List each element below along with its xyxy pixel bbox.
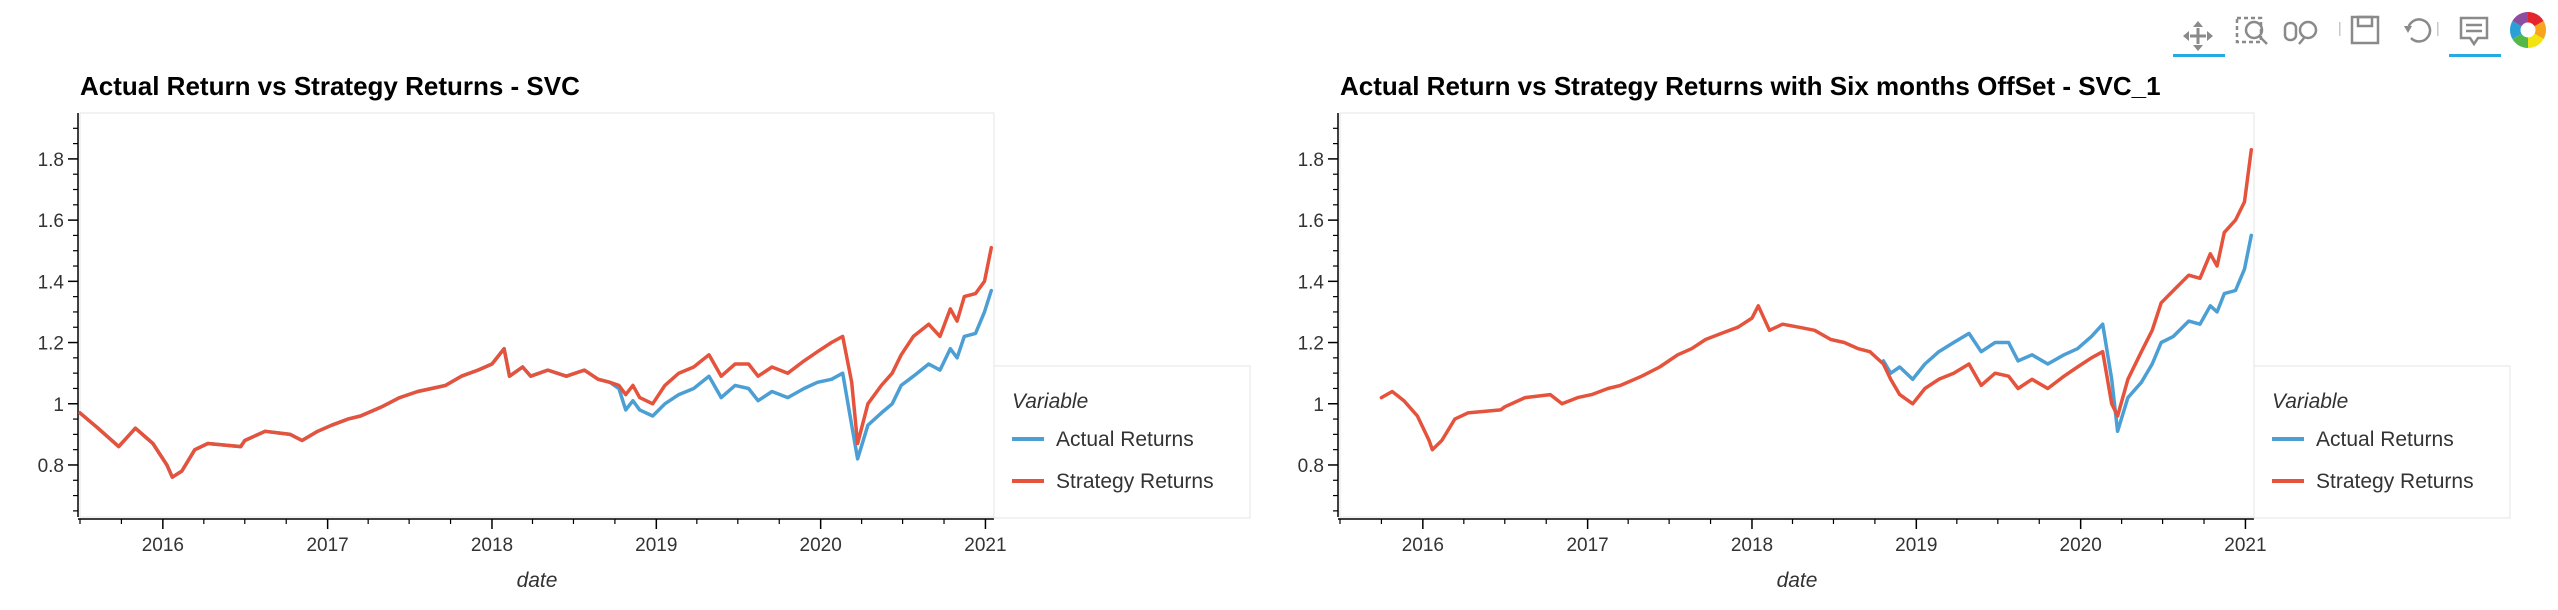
x-tick-label: 2019: [1895, 535, 1937, 556]
chart-2-legend-item-strategy[interactable]: Strategy Returns: [2272, 470, 2474, 493]
x-tick-label: 2017: [1566, 535, 1608, 556]
save-tool[interactable]: [2350, 15, 2380, 45]
chart-2-legend-label-strategy: Strategy Returns: [2316, 470, 2474, 493]
y-tick-label: 1: [53, 395, 64, 416]
toolbar-separator: [2339, 22, 2341, 36]
chart-2-x-axis: 2016 2017 2018 2019 2020 2021: [1338, 518, 2267, 556]
y-tick-label: 1.6: [1298, 211, 1324, 232]
chart-1-x-axis-label: date: [517, 569, 558, 592]
y-tick-label: 1.6: [38, 211, 64, 232]
hover-tool-active-indicator: [2449, 54, 2501, 57]
y-tick-label: 0.8: [1298, 456, 1324, 477]
chart-1-legend-item-strategy[interactable]: Strategy Returns: [1012, 470, 1214, 493]
hover-icon: [2459, 16, 2489, 47]
y-tick-label: 1.4: [1298, 272, 1325, 293]
toolbar-separator: [2437, 22, 2439, 36]
x-tick-label: 2019: [635, 535, 677, 556]
x-tick-label: 2018: [1731, 535, 1773, 556]
pan-tool-active-indicator: [2173, 54, 2225, 57]
chart-1-plot-area[interactable]: [79, 112, 995, 518]
chart-1-legend-item-actual[interactable]: Actual Returns: [1012, 428, 1194, 451]
pan-tool[interactable]: [2173, 21, 2225, 57]
chart-1-series-group: [78, 245, 994, 479]
chart-2-x-axis-label: date: [1777, 569, 1818, 592]
chart-2-plot-area[interactable]: [1339, 112, 2255, 518]
chart-1-title: Actual Return vs Strategy Returns - SVC: [80, 71, 580, 101]
y-tick-label: 1.8: [1298, 150, 1324, 171]
box-zoom-icon: [2235, 16, 2268, 45]
y-tick-label: 1.8: [38, 150, 64, 171]
x-tick-label: 2017: [306, 535, 348, 556]
series-line-strategy-returns[interactable]: [78, 245, 994, 479]
hover-tool[interactable]: [2449, 16, 2501, 57]
x-tick-label: 2020: [800, 535, 842, 556]
y-tick-label: 1.2: [38, 334, 64, 355]
chart-1: Actual Return vs Strategy Returns - SVC …: [38, 71, 1251, 592]
chart-2-series-group: [1379, 147, 2254, 452]
reset-tool[interactable]: [2404, 18, 2432, 43]
x-tick-label: 2021: [964, 535, 1006, 556]
y-tick-label: 0.8: [38, 456, 64, 477]
chart-1-legend-title: Variable: [1012, 390, 1088, 413]
chart-2-title: Actual Return vs Strategy Returns with S…: [1340, 71, 2161, 101]
x-tick-label: 2016: [142, 535, 184, 556]
save-icon: [2350, 15, 2380, 45]
y-tick-label: 1.2: [1298, 334, 1324, 355]
bokeh-logo-icon: [2509, 11, 2547, 49]
toolbar: [2173, 11, 2547, 57]
x-tick-label: 2018: [471, 535, 513, 556]
chart-2-y-axis: 0.8 1 1.2 1.4 1.6 1.8: [1298, 113, 1339, 517]
x-tick-label: 2016: [1402, 535, 1444, 556]
chart-2: Actual Return vs Strategy Returns with S…: [1298, 71, 2511, 592]
chart-2-legend-label-actual: Actual Returns: [2316, 428, 2454, 451]
x-tick-label: 2020: [2060, 535, 2102, 556]
chart-1-y-axis: 0.8 1 1.2 1.4 1.6 1.8: [38, 113, 79, 517]
chart-1-x-axis: 2016 2017 2018 2019 2020 2021: [78, 518, 1007, 556]
chart-1-legend-label-actual: Actual Returns: [1056, 428, 1194, 451]
wheel-zoom-tool[interactable]: [2283, 20, 2318, 45]
y-tick-label: 1.4: [38, 272, 65, 293]
series-line-strategy-returns[interactable]: [1379, 147, 2254, 452]
chart-2-legend: Variable Actual Returns Strategy Returns: [2253, 365, 2511, 519]
reset-icon: [2404, 18, 2432, 43]
chart-2-legend-item-actual[interactable]: Actual Returns: [2272, 428, 2454, 451]
y-tick-label: 1: [1313, 395, 1324, 416]
x-tick-label: 2021: [2224, 535, 2266, 556]
wheel-zoom-icon: [2283, 20, 2318, 45]
box-zoom-tool[interactable]: [2235, 16, 2268, 45]
chart-1-legend-label-strategy: Strategy Returns: [1056, 470, 1214, 493]
pan-icon: [2183, 21, 2213, 51]
chart-1-legend: Variable Actual Returns Strategy Returns: [993, 365, 1251, 519]
bokeh-logo[interactable]: [2509, 11, 2547, 49]
chart-2-legend-title: Variable: [2272, 390, 2348, 413]
series-line-actual-returns[interactable]: [1881, 233, 2254, 434]
